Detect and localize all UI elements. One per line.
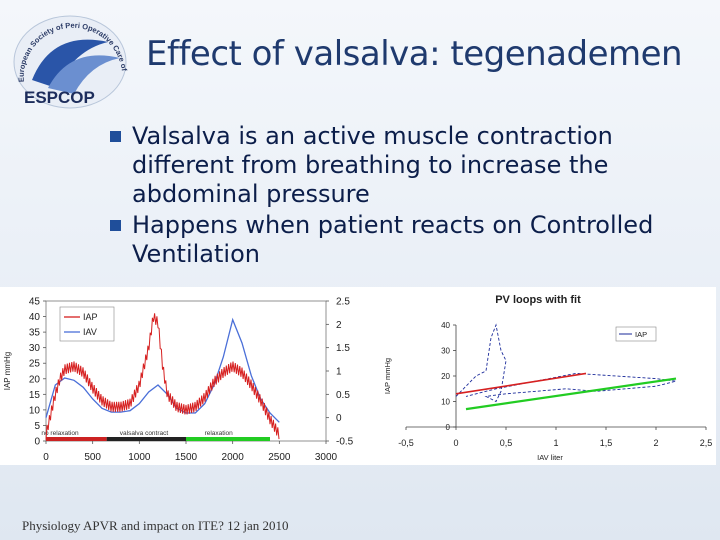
bullet-square-icon [110,131,121,142]
pv-loops-chart-svg: PV loops with fit 0 10 20 30 40 -0,5 0 0,5 1 1,5 2 2… [383,294,713,462]
y-axis-label: IAP mmHg [3,352,12,391]
iap-iav-time-chart: no relaxation valsalva contract relaxation… [0,287,395,465]
bullet-item: Happens when patient reacts on Controlle… [110,211,710,269]
y-axis-label: IAP mmHg [383,358,392,394]
iav-series-line [45,317,280,423]
y2-tick-label: 1 [336,367,342,378]
y2-tick-label: 0 [336,413,342,424]
y-tick-label: 10 [29,405,41,416]
slide-footer: Physiology APVR and impact on ITE? 12 ja… [22,518,289,533]
y-tick-label: 15 [29,390,41,401]
y2-tick-label: 0.5 [336,390,350,401]
slide-title: Effect of valsalva: tegenademen [146,34,683,74]
bullet-item: Valsalva is an active muscle contraction… [110,122,710,209]
x-tick-label: 1 [553,438,558,448]
fit-green-line [465,377,677,411]
y-tick-label: 20 [29,374,41,385]
x-tick-label: 2500 [268,452,291,463]
pv-loops-chart: PV loops with fit 0 10 20 30 40 -0,5 0 0,5 1 1,5 2 2… [378,287,716,465]
x-tick-label: 2 [653,438,658,448]
y-tick-label: 0 [34,437,40,448]
bullet-text: Happens when patient reacts on Controlle… [132,211,654,268]
iap-iav-chart-svg: no relaxation valsalva contract relaxation… [3,297,390,464]
phase-label: no relaxation [41,430,79,437]
y-tick-label: 0 [446,423,451,432]
pv-loop-line [455,323,677,403]
y2-tick-label: 1.5 [336,343,350,354]
phase-label: relaxation [205,430,234,437]
y2-tick-label: 2 [336,320,342,331]
bullet-list: Valsalva is an active muscle contraction… [110,122,710,271]
legend-box [59,306,115,342]
y2-tick-label: 2.5 [336,297,350,308]
x-tick-label: 3000 [315,452,338,463]
legend-iav-label: IAV [83,327,97,337]
iap-series-line [45,313,280,440]
x-tick-label: 2000 [222,452,245,463]
y-tick-label: 30 [441,347,450,356]
x-tick-label: -0,5 [398,438,414,448]
y-tick-label: 10 [441,398,450,407]
y-tick-label: 30 [29,343,41,354]
y2-tick-label: -0.5 [336,437,354,448]
y-tick-label: 5 [34,421,40,432]
bullet-text: Valsalva is an active muscle contraction… [132,122,613,208]
bullet-square-icon [110,220,121,231]
fit-red-line [455,372,587,395]
x-tick-label: 1000 [128,452,151,463]
x-tick-label: 0,5 [500,438,513,448]
x-tick-label: 1500 [175,452,198,463]
phase-band [46,437,107,441]
x-tick-label: 0 [43,452,49,463]
y-tick-label: 45 [29,297,41,308]
y-tick-label: 25 [29,359,41,370]
legend-iap-label: IAP [83,312,98,322]
phase-band [106,437,186,441]
phase-band [186,437,270,441]
x-tick-label: 0 [453,438,458,448]
y-tick-label: 40 [441,321,450,330]
x-tick-label: 500 [84,452,101,463]
legend-iap-label: IAP [635,330,647,339]
y-tick-label: 20 [441,372,450,381]
x-axis-label: IAV liter [537,453,563,462]
phase-label: valsalva contract [120,430,169,437]
espcop-logo: European Society of Peri Operative Care … [4,2,129,109]
logo-acronym: ESPCOP [24,88,95,107]
x-tick-label: 1,5 [600,438,613,448]
legend-box [615,326,657,342]
y-tick-label: 35 [29,328,41,339]
y-tick-label: 40 [29,312,41,323]
chart-title: PV loops with fit [495,294,581,306]
x-tick-label: 2,5 [700,438,713,448]
